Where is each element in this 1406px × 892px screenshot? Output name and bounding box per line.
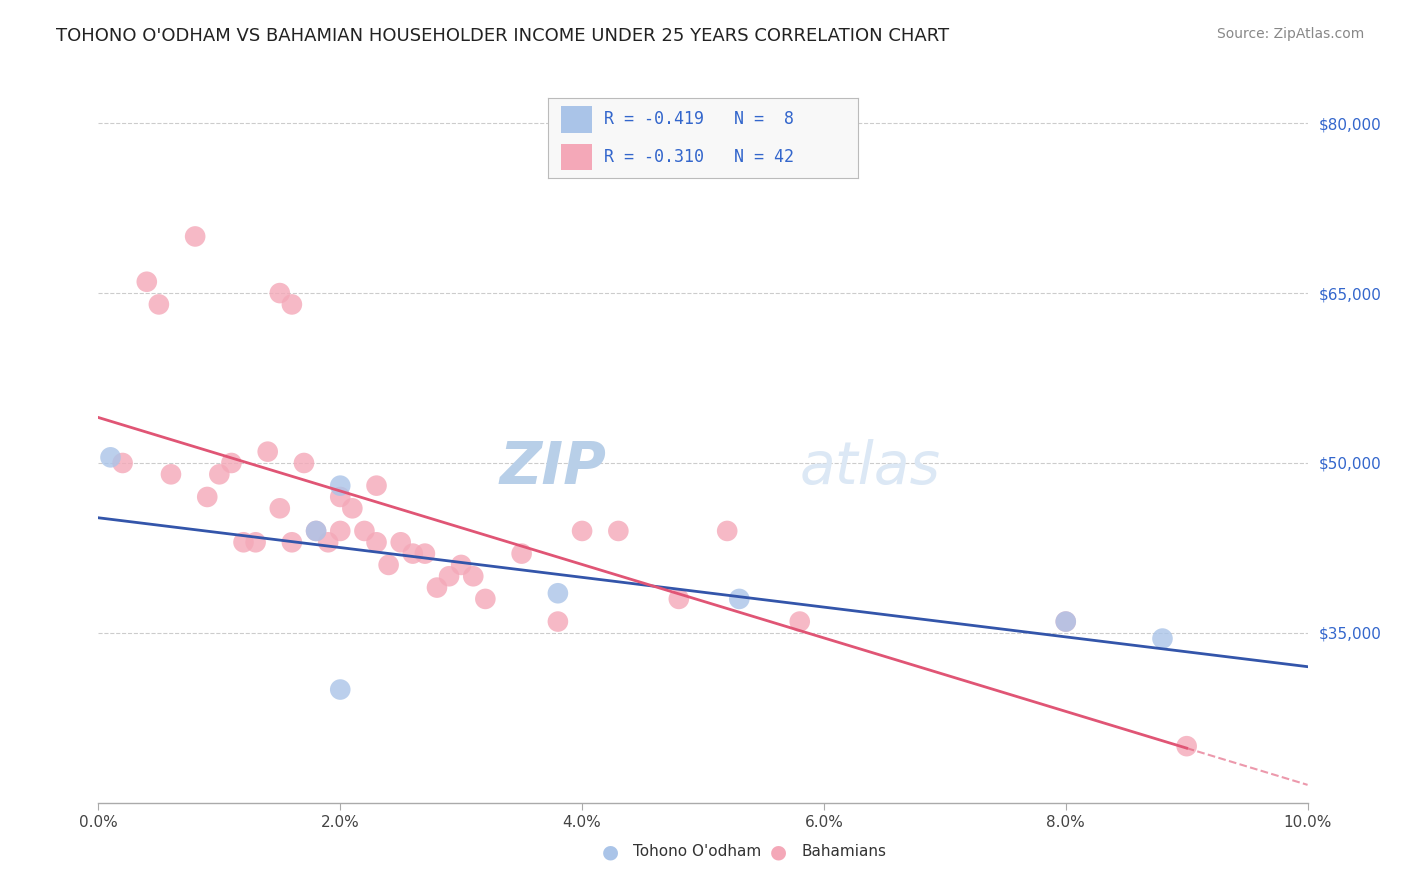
Point (366, 535, 388, 549)
Point (221, 456, 243, 470)
Text: R = -0.419   N =  8: R = -0.419 N = 8 (605, 111, 794, 128)
Point (547, 615, 569, 629)
Point (329, 490, 352, 504)
Point (413, 547, 436, 561)
Text: R = -0.310   N = 42: R = -0.310 N = 42 (605, 148, 794, 166)
Point (111, 456, 134, 470)
Text: ●: ● (602, 842, 619, 862)
Point (305, 524, 328, 538)
Point (1054, 615, 1077, 629)
Point (245, 535, 267, 549)
Point (256, 444, 278, 458)
Point (1152, 632, 1174, 646)
Point (148, 297, 170, 311)
Point (316, 535, 339, 549)
Point (510, 547, 533, 561)
Point (547, 586, 569, 600)
Text: Source: ZipAtlas.com: Source: ZipAtlas.com (1216, 27, 1364, 41)
Text: ●: ● (770, 842, 787, 862)
Point (426, 581, 449, 595)
Point (342, 501, 364, 516)
Point (571, 524, 593, 538)
Point (269, 501, 291, 516)
Point (232, 535, 254, 549)
Point (160, 467, 183, 482)
Point (329, 682, 352, 697)
Point (728, 591, 751, 606)
Point (1054, 615, 1077, 629)
Point (366, 478, 388, 492)
Point (607, 524, 630, 538)
Text: Tohono O'odham: Tohono O'odham (633, 845, 761, 859)
Point (450, 558, 472, 572)
Point (184, 229, 207, 244)
Point (281, 535, 304, 549)
Point (329, 478, 352, 492)
Point (716, 524, 738, 538)
Point (195, 490, 218, 504)
FancyBboxPatch shape (561, 144, 592, 170)
Point (135, 275, 157, 289)
Point (402, 547, 425, 561)
Point (789, 615, 811, 629)
Point (305, 524, 328, 538)
Point (474, 591, 496, 606)
FancyBboxPatch shape (561, 106, 592, 133)
Point (1175, 739, 1198, 754)
Point (208, 467, 231, 482)
Text: ZIP: ZIP (499, 439, 606, 496)
Text: TOHONO O'ODHAM VS BAHAMIAN HOUSEHOLDER INCOME UNDER 25 YEARS CORRELATION CHART: TOHONO O'ODHAM VS BAHAMIAN HOUSEHOLDER I… (56, 27, 949, 45)
Point (100, 450, 122, 465)
Text: atlas: atlas (800, 439, 941, 496)
Point (269, 286, 291, 301)
Text: Bahamians: Bahamians (801, 845, 886, 859)
Point (437, 569, 460, 583)
Point (389, 535, 412, 549)
Point (377, 558, 399, 572)
Point (353, 524, 375, 538)
Point (463, 569, 485, 583)
Point (329, 524, 352, 538)
Point (668, 591, 690, 606)
Point (292, 456, 315, 470)
Point (281, 297, 304, 311)
